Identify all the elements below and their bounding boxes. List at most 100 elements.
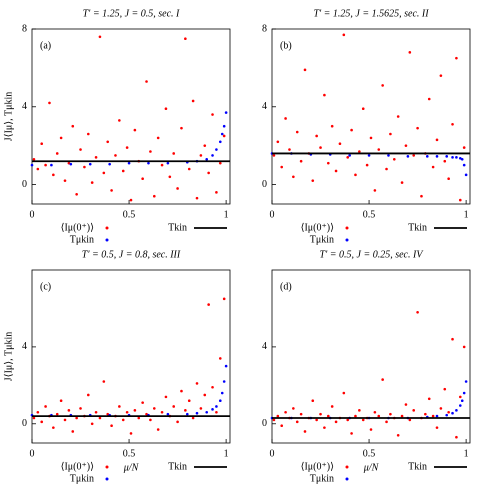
data-point [152, 194, 156, 198]
data-point [367, 154, 371, 157]
data-point [462, 345, 466, 349]
data-point [319, 146, 322, 149]
data-point [392, 157, 396, 161]
data-point [63, 418, 67, 422]
data-point [195, 411, 199, 415]
data-point [191, 99, 195, 103]
data-point [460, 157, 464, 161]
data-point [342, 391, 346, 395]
data-point [319, 412, 322, 416]
data-point [187, 399, 191, 403]
data-point [207, 171, 210, 175]
data-point [447, 177, 450, 181]
data-point [342, 33, 346, 37]
data-point [408, 51, 412, 54]
data-point [377, 148, 381, 151]
data-point [32, 157, 36, 161]
data-point [451, 122, 454, 126]
data-point [86, 393, 90, 397]
data-point [59, 399, 63, 403]
data-point [222, 124, 226, 128]
x-tick-label: 0.5 [363, 448, 376, 459]
data-point [137, 416, 141, 420]
data-point [458, 157, 462, 160]
data-point [164, 395, 168, 399]
legend-label: Tμkin [70, 473, 94, 484]
data-point [55, 412, 59, 416]
data-point [330, 124, 334, 128]
data-point [311, 179, 315, 182]
data-point [462, 163, 466, 167]
data-point [94, 410, 98, 414]
data-point [218, 161, 222, 165]
data-point [125, 146, 129, 149]
data-point [443, 159, 447, 163]
data-point [354, 173, 357, 177]
data-point [458, 395, 462, 399]
plot-frame [31, 269, 231, 444]
data-point [40, 420, 44, 424]
panel-title: T′ = 0.5, J = 0.8, sec. III [82, 249, 181, 260]
data-point [211, 113, 214, 116]
data-point [79, 148, 82, 151]
data-point [284, 117, 287, 120]
data-point [203, 393, 207, 397]
legend-label: Tμkin [310, 234, 334, 245]
data-point [224, 364, 228, 368]
data-point [385, 167, 388, 171]
legend-label: Tkin [168, 222, 187, 233]
panel-label: (d) [280, 281, 292, 292]
data-point [166, 412, 170, 416]
data-point [451, 411, 454, 415]
legend-label: Tkin [168, 461, 187, 472]
y-tick-label: 4 [22, 101, 27, 112]
data-point [133, 128, 137, 132]
data-point [108, 162, 111, 166]
data-point [222, 134, 226, 138]
data-point [90, 422, 94, 426]
legend-marker [105, 477, 109, 481]
data-point [431, 414, 435, 418]
data-point [435, 138, 439, 142]
data-point [369, 428, 373, 431]
data-point [36, 410, 40, 414]
data-point [462, 146, 466, 149]
data-point [284, 410, 287, 414]
data-point [36, 167, 40, 171]
data-point [106, 140, 110, 144]
data-point [400, 414, 404, 418]
x-tick-label: 1 [464, 209, 469, 220]
data-point [166, 161, 170, 165]
legend-label: Tμkin [310, 473, 334, 484]
data-point [121, 169, 125, 173]
panel-title: T′ = 1.25, J = 1.5625, sec. II [313, 8, 429, 19]
data-point [184, 409, 187, 412]
data-point [145, 412, 148, 416]
data-point [416, 126, 419, 130]
data-point [90, 181, 94, 184]
panel-label: (b) [280, 40, 292, 51]
data-point [118, 119, 121, 122]
y-tick-label: 0 [262, 418, 267, 429]
data-point [455, 156, 458, 159]
data-point [460, 399, 464, 403]
data-point [75, 192, 78, 196]
data-point [365, 163, 369, 167]
data-point [164, 107, 168, 111]
data-point [292, 175, 295, 179]
data-point [141, 401, 144, 404]
legend-label: ⟨Iμ(0⁺)⟩ [61, 222, 95, 233]
data-point [141, 177, 144, 181]
data-point [98, 35, 102, 39]
data-point [445, 155, 449, 158]
x-tick-label: 1 [464, 448, 469, 459]
data-point [180, 126, 183, 130]
x-tick-label: 0.5 [123, 209, 136, 220]
data-point [102, 380, 106, 383]
data-point [435, 155, 439, 158]
data-point [211, 154, 214, 157]
data-point [88, 162, 92, 166]
data-point [110, 424, 113, 428]
data-point [424, 412, 427, 416]
legend-label: ⟨Iμ(0⁺)⟩ [61, 461, 95, 472]
